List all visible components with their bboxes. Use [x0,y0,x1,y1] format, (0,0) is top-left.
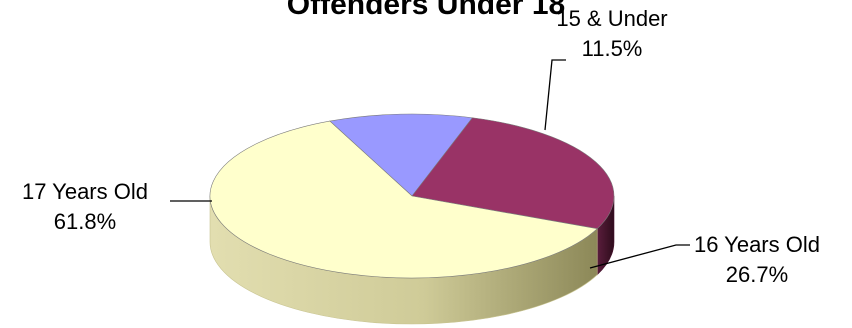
leader-line-16-years-old [589,244,690,269]
slice-label-value: 26.7% [726,262,788,287]
slice-label-16-years-old: 16 Years Old 26.7% [694,232,820,287]
slice-label-17-years-old: 17 Years Old 61.8% [22,179,148,234]
slice-label-name: 15 & Under [556,6,667,31]
slice-label-value: 61.8% [54,209,116,234]
slice-label-name: 16 Years Old [694,232,820,257]
slice-label-name: 17 Years Old [22,179,148,204]
chart-title: Offenders Under 18 [287,0,565,21]
slice-16-years-old [411,117,615,230]
pie-slices [209,113,615,279]
slice-label-value: 11.5% [582,36,643,61]
slice-label-15-and-under: 15 & Under 11.5% [556,6,667,61]
leader-line-15-and-under [544,59,566,131]
slice-15-and-under [329,113,473,197]
slice-17-years-old [209,120,598,279]
